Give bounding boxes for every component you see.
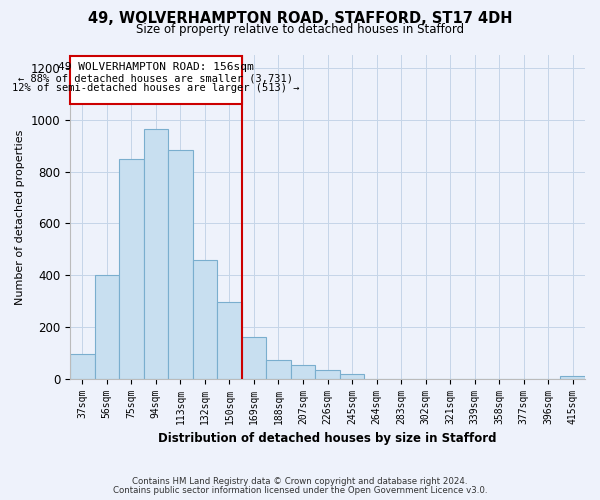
Text: 12% of semi-detached houses are larger (513) →: 12% of semi-detached houses are larger (… <box>12 82 299 92</box>
Bar <box>291 365 315 378</box>
Text: Size of property relative to detached houses in Stafford: Size of property relative to detached ho… <box>136 22 464 36</box>
Bar <box>560 376 585 378</box>
Bar <box>340 374 364 378</box>
Bar <box>119 159 143 378</box>
X-axis label: Distribution of detached houses by size in Stafford: Distribution of detached houses by size … <box>158 432 497 445</box>
Bar <box>70 354 95 378</box>
Bar <box>217 302 242 378</box>
Bar <box>193 260 217 378</box>
Bar <box>143 129 168 378</box>
Y-axis label: Number of detached properties: Number of detached properties <box>15 129 25 304</box>
Bar <box>266 360 291 378</box>
Bar <box>70 56 242 104</box>
Bar <box>168 150 193 378</box>
Text: 49, WOLVERHAMPTON ROAD, STAFFORD, ST17 4DH: 49, WOLVERHAMPTON ROAD, STAFFORD, ST17 4… <box>88 11 512 26</box>
Text: 49 WOLVERHAMPTON ROAD: 156sqm: 49 WOLVERHAMPTON ROAD: 156sqm <box>58 62 254 72</box>
Bar <box>242 338 266 378</box>
Bar <box>95 275 119 378</box>
Text: Contains public sector information licensed under the Open Government Licence v3: Contains public sector information licen… <box>113 486 487 495</box>
Text: ← 88% of detached houses are smaller (3,731): ← 88% of detached houses are smaller (3,… <box>19 74 293 84</box>
Text: Contains HM Land Registry data © Crown copyright and database right 2024.: Contains HM Land Registry data © Crown c… <box>132 478 468 486</box>
Bar <box>315 370 340 378</box>
